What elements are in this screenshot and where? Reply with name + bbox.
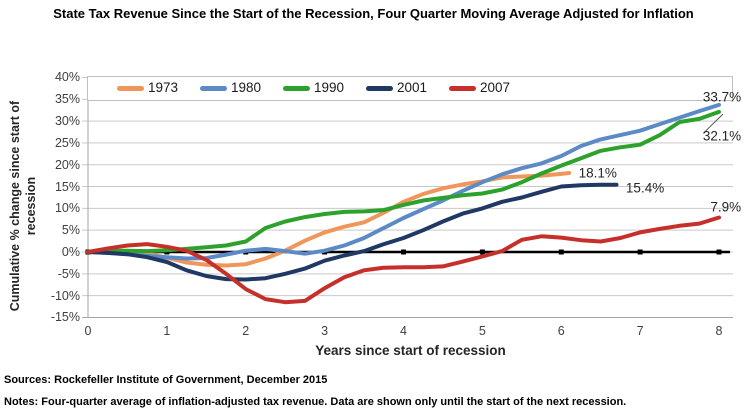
end-value-label: 32.1% — [702, 128, 742, 144]
sources-note: Sources: Rockefeller Institute of Govern… — [4, 374, 328, 386]
y-tick-label: 5% — [61, 223, 80, 238]
y-tick-label: 30% — [54, 114, 80, 129]
y-tick-label: 25% — [54, 135, 80, 150]
x-tick-label: 2 — [242, 324, 250, 338]
x-tick-label: 6 — [557, 324, 565, 338]
legend-swatch-icon — [283, 86, 310, 91]
series-line-2007 — [86, 215, 721, 305]
legend-label: 1973 — [148, 80, 179, 95]
methodology-note: Notes: Four-quarter average of inflation… — [4, 396, 627, 408]
y-tick-label: 10% — [54, 201, 80, 216]
chart-title: State Tax Revenue Since the Start of the… — [53, 6, 694, 21]
x-tick-label: 8 — [715, 324, 723, 338]
end-value-label: 33.7% — [702, 89, 742, 105]
legend-label: 1980 — [231, 80, 262, 95]
zero-line-marker — [401, 249, 406, 255]
series-line-1990 — [86, 109, 721, 254]
zero-line-marker — [558, 249, 564, 255]
legend-swatch-icon — [449, 86, 476, 91]
y-tick-label: 35% — [54, 92, 80, 107]
x-axis-title: Years since start of recession — [315, 343, 506, 358]
y-tick-label: -15% — [50, 310, 80, 325]
legend-label: 2001 — [397, 80, 428, 95]
y-tick-label: 0% — [61, 245, 80, 259]
x-tick-label: 0 — [84, 324, 92, 338]
end-value-label: 15.4% — [625, 180, 665, 196]
legend-label: 2007 — [480, 80, 511, 95]
x-tick-label: 5 — [478, 324, 486, 338]
legend-swatch-icon — [117, 86, 144, 91]
x-tick-label: 7 — [636, 324, 644, 338]
annotation-leader-line — [702, 113, 724, 134]
x-tick-label: 1 — [163, 324, 171, 338]
legend-label: 1990 — [314, 80, 345, 95]
series-line-1980 — [86, 102, 721, 261]
legend: 1973 1980 1990 2001 2007 — [87, 76, 733, 101]
zero-line-marker — [716, 249, 722, 255]
end-value-label: 7.9% — [710, 199, 742, 215]
y-tick-label: -10% — [50, 288, 80, 303]
legend-swatch-icon — [366, 86, 393, 91]
series-line-2001 — [86, 182, 619, 282]
y-tick-label: 40% — [54, 70, 80, 85]
y-tick-label: -5% — [57, 266, 80, 281]
x-tick-label: 4 — [400, 324, 407, 338]
end-value-label: 18.1% — [578, 165, 617, 181]
zero-line-marker — [637, 249, 643, 255]
legend-swatch-icon — [200, 86, 227, 91]
zero-line-marker — [479, 249, 485, 255]
y-tick-label: 20% — [54, 157, 80, 172]
y-tick-label: 15% — [54, 179, 80, 194]
x-tick-label: 3 — [321, 324, 329, 338]
